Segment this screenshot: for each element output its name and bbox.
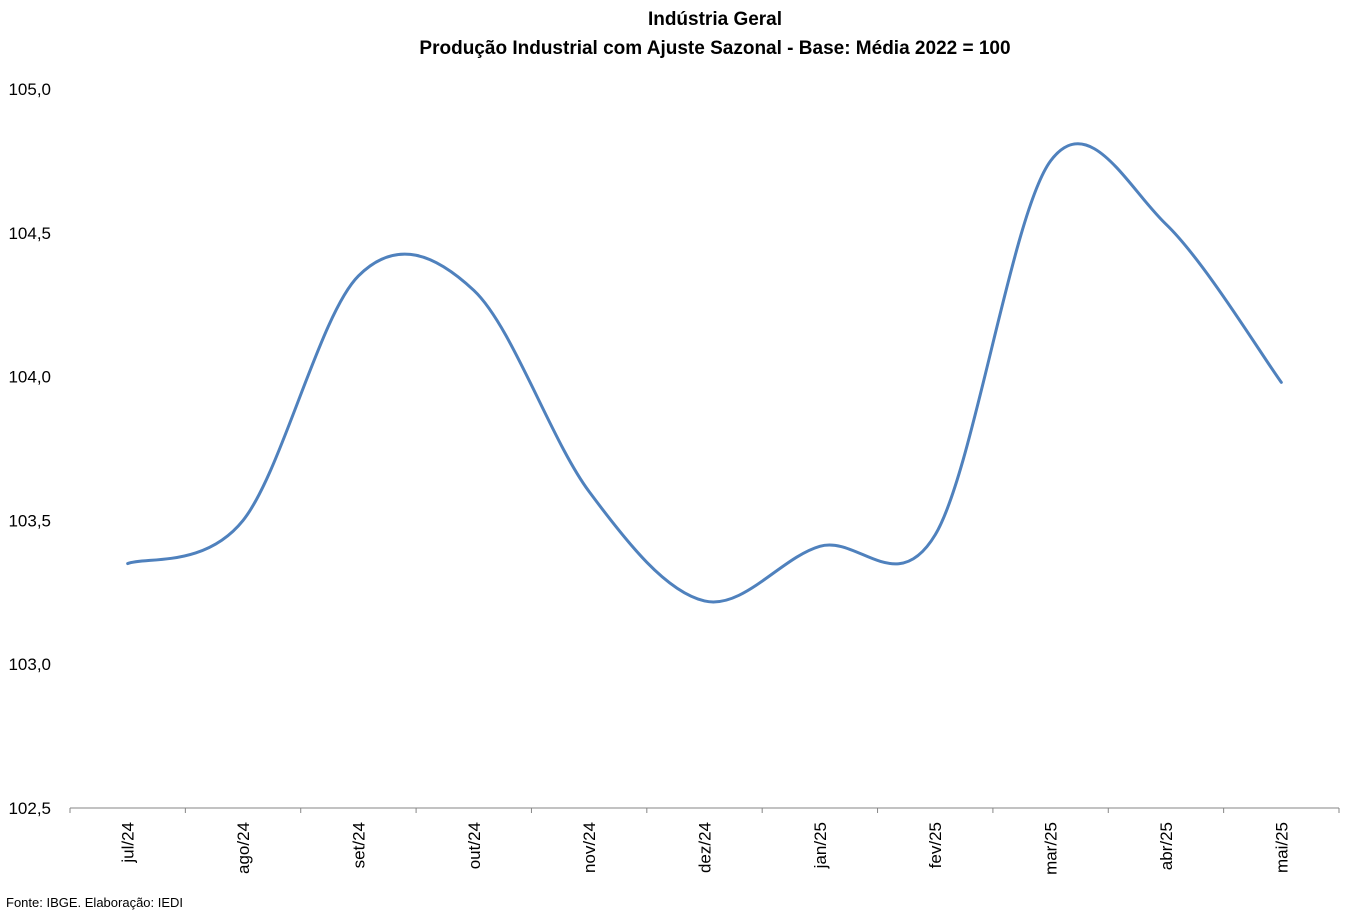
x-tick-label: set/24 xyxy=(349,822,368,868)
x-tick-label: dez/24 xyxy=(696,822,715,873)
series-line xyxy=(126,142,1283,604)
x-tick-label: fev/25 xyxy=(926,822,945,868)
x-tick-label: out/24 xyxy=(465,822,484,869)
x-tick-label: mar/25 xyxy=(1042,822,1061,875)
x-tick-label: abr/25 xyxy=(1157,822,1176,870)
chart-title: Indústria Geral xyxy=(647,9,783,30)
y-tick-label: 102,5 xyxy=(8,799,51,818)
y-tick-label: 104,0 xyxy=(8,368,51,387)
x-tick-label: jul/24 xyxy=(119,822,138,864)
x-tick-label: ago/24 xyxy=(234,822,253,874)
x-axis: jul/24 ago/24 set/24 out/24 nov/24 dez/24 jan/… xyxy=(69,807,1340,875)
x-tick-label: nov/24 xyxy=(580,822,599,873)
y-tick-label: 103,0 xyxy=(8,655,51,674)
series-group xyxy=(126,142,1283,604)
y-tick-label: 103,5 xyxy=(8,511,51,530)
y-tick-label: 104,5 xyxy=(8,224,51,243)
source-note: Fonte: IBGE. Elaboração: IEDI xyxy=(6,895,184,910)
y-tick-label: 105,0 xyxy=(8,80,51,99)
chart-subtitle: Produção Industrial com Ajuste Sazonal -… xyxy=(419,38,1011,59)
y-axis: 102,5 103,0 103,5 104,0 104,5 105,0 xyxy=(8,80,51,818)
x-tick-label: jan/25 xyxy=(811,822,830,869)
x-tick-label: mai/25 xyxy=(1272,822,1291,873)
